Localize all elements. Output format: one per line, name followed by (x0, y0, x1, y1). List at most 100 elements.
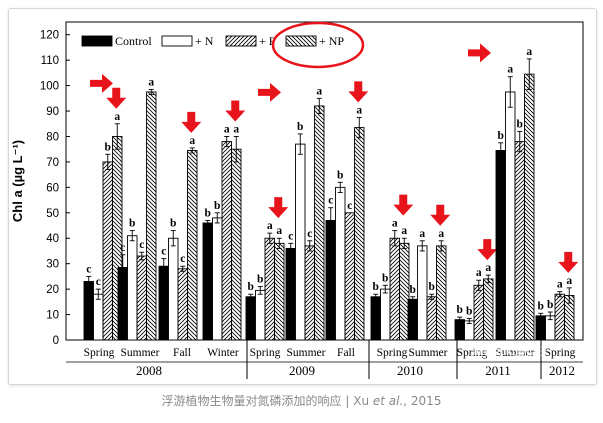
significance-letter: c (120, 242, 125, 254)
significance-letter: c (86, 263, 91, 275)
significance-letter: b (105, 141, 111, 153)
bar (304, 245, 315, 341)
red-down-arrow (430, 204, 451, 226)
y-tick-label: 0 (53, 335, 59, 347)
significance-letter: c (307, 228, 312, 240)
bar (354, 127, 365, 341)
bar (483, 278, 494, 341)
year-label: 2009 (289, 363, 315, 378)
bar (136, 255, 147, 341)
season-label: Spring (377, 347, 408, 359)
significance-letter: a (557, 279, 563, 291)
y-tick-label: 40 (46, 233, 59, 245)
legend-swatch (285, 35, 317, 47)
season-label: Spring (457, 347, 488, 359)
season-label: Summer (496, 347, 535, 359)
significance-letter: a (476, 267, 482, 279)
bar (168, 237, 179, 341)
season-label: Spring (545, 347, 576, 359)
red-down-arrow (393, 194, 414, 216)
season-label: Summer (409, 347, 448, 359)
bar (255, 289, 266, 341)
bar (245, 296, 256, 341)
bar (212, 217, 223, 341)
y-tick-label: 50 (46, 208, 59, 220)
significance-letter: a (148, 76, 154, 88)
watermark-text: algaebio藻类研 (473, 344, 548, 358)
y-tick-label: 100 (40, 81, 59, 93)
bar (93, 293, 104, 341)
significance-letter: c (328, 195, 333, 207)
bar (380, 288, 391, 341)
caption-year: , 2015 (403, 394, 442, 408)
red-down-arrow (348, 81, 369, 103)
red-down-arrow (106, 87, 127, 109)
red-right-arrow (258, 82, 281, 102)
year-label: 2008 (136, 363, 162, 378)
bar (285, 247, 296, 341)
significance-letter: b (129, 218, 135, 230)
significance-letter: c (180, 253, 185, 265)
bar (335, 186, 346, 341)
legend-label: + N (195, 34, 214, 48)
bar (274, 242, 285, 341)
bar (221, 141, 232, 341)
bar (187, 150, 198, 341)
y-tick-label: 80 (46, 131, 59, 143)
significance-letter: a (316, 85, 322, 97)
significance-letter: a (485, 262, 491, 274)
significance-letter: b (337, 169, 343, 181)
significance-letter: a (276, 225, 282, 237)
significance-letter: b (498, 130, 504, 142)
significance-letter: c (96, 276, 101, 288)
legend-swatch (161, 35, 193, 47)
significance-letter: c (139, 239, 144, 251)
bar (127, 235, 138, 341)
significance-letter: a (507, 64, 513, 76)
red-highlight-circle (271, 21, 365, 69)
y-axis-label: Chl a (µg L⁻¹) (10, 140, 25, 222)
bar (535, 315, 546, 341)
bar (177, 268, 188, 341)
figure-caption: 浮游植物生物量对氮磷添加的响应 | Xu et al., 2015 (0, 392, 603, 409)
bar (389, 237, 400, 341)
significance-letter: b (466, 305, 472, 317)
legend-label: + NP (319, 34, 344, 48)
significance-letter: b (538, 300, 544, 312)
significance-letter: c (288, 230, 293, 242)
bar (495, 150, 506, 341)
significance-letter: a (114, 111, 120, 123)
significance-letter: b (373, 281, 379, 293)
red-right-arrow (468, 43, 491, 63)
bar (524, 73, 535, 341)
y-tick-label: 90 (46, 106, 59, 118)
legend-label: + P (259, 34, 276, 48)
y-tick-label: 10 (46, 310, 59, 322)
season-label: Spring (250, 347, 281, 359)
significance-letter: b (248, 281, 254, 293)
significance-letter: c (347, 200, 352, 212)
bar (473, 284, 484, 341)
bar (554, 293, 565, 341)
significance-letter: b (517, 118, 523, 130)
season-label: Summer (287, 347, 326, 359)
significance-letter: b (297, 121, 303, 133)
legend-swatch (81, 35, 113, 47)
significance-letter: a (401, 225, 407, 237)
caption-text: 浮游植物生物量对氮磷添加的响应 | Xu (161, 394, 373, 408)
caption-et-al: et al. (372, 394, 404, 408)
season-label: Summer (121, 347, 160, 359)
y-tick-label: 30 (46, 259, 59, 271)
bar (102, 161, 113, 341)
bar (344, 212, 355, 341)
legend-swatch (225, 35, 257, 47)
year-label: 2012 (549, 363, 575, 378)
bar (407, 298, 418, 341)
significance-letter: b (214, 200, 220, 212)
y-tick-label: 70 (46, 157, 59, 169)
significance-letter: a (526, 46, 532, 58)
bar (426, 296, 437, 341)
bar (454, 319, 465, 341)
season-label: Spring (84, 347, 115, 359)
red-down-arrow (225, 100, 246, 122)
